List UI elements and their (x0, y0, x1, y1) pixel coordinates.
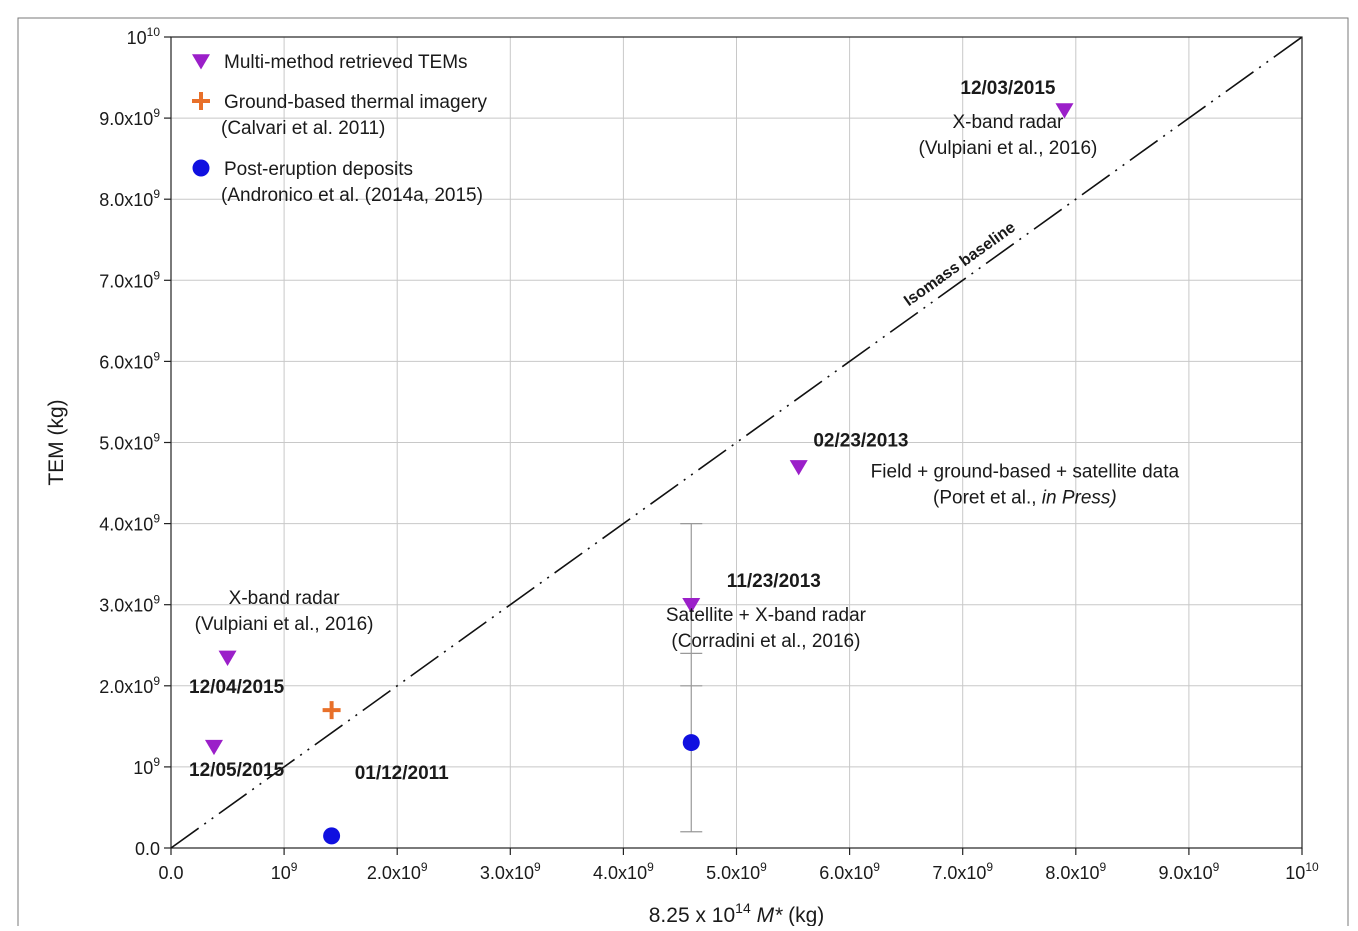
legend-marker (192, 159, 210, 177)
annotation: Field + ground-based + satellite data (Po… (871, 461, 1180, 508)
y-tick-label: 6.0x109 (99, 349, 160, 372)
series-2 (323, 734, 700, 845)
x-tick-label: 9.0x109 (1159, 860, 1220, 883)
y-tick-label: 9.0x109 (99, 106, 160, 129)
y-tick-label: 1010 (127, 25, 161, 48)
y-tick-label: 8.0x109 (99, 187, 160, 210)
annotation-text: Field + ground-based + satellite data (871, 461, 1180, 482)
data-point (682, 597, 701, 614)
legend: Multi-method retrieved TEMs Ground-based … (192, 52, 487, 206)
legend-label: Post-eruption deposits (224, 159, 413, 180)
y-tick-label: 0.0 (135, 839, 160, 859)
annotation-text: (Vulpiani et al., 2016) (919, 138, 1098, 159)
series-0 (204, 103, 1074, 756)
annotation-text: X-band radar (952, 112, 1064, 133)
legend-marker (192, 54, 210, 70)
annotation-text: (Corradini et al., 2016) (671, 631, 860, 652)
x-tick-label: 4.0x109 (593, 860, 654, 883)
legend-sublabel: (Calvari et al. 2011) (221, 118, 385, 139)
annotation: 11/23/2013 (727, 571, 821, 592)
annotation: X-band radar (Vulpiani et al., 2016) (195, 588, 374, 635)
figure-border (17, 17, 1349, 931)
series-1 (322, 701, 341, 720)
y-tick-label: 109 (133, 755, 160, 778)
annotation-text: X-band radar (229, 588, 341, 609)
annotation: 12/05/2015 (189, 760, 285, 781)
x-tick-label: 0.0 (158, 863, 183, 883)
data-point (1055, 103, 1074, 119)
data-point (323, 827, 341, 845)
data-point (322, 701, 341, 720)
y-tick-label: 3.0x109 (99, 593, 160, 616)
data-point (218, 650, 237, 666)
legend-marker (192, 92, 210, 110)
annotation: 12/04/2015 (189, 677, 285, 698)
y-tick-label: 5.0x109 (99, 431, 160, 454)
x-axis-title: 8.25 x 1014 M* (kg) (649, 900, 825, 926)
annotation: 02/23/2013 (813, 431, 908, 452)
annotation: 12/03/2015 X-band radar (Vulpiani et al., … (919, 78, 1098, 159)
legend-label: Ground-based thermal imagery (224, 92, 487, 113)
x-tick-label: 1010 (1285, 860, 1319, 883)
annotation-date: 11/23/2013 (727, 571, 821, 592)
x-tick-label: 5.0x109 (706, 860, 767, 883)
x-tick-label: 2.0x109 (367, 860, 428, 883)
annotation-date: 01/12/2011 (355, 763, 449, 784)
annotation-text: (Vulpiani et al., 2016) (195, 614, 374, 635)
annotation-text: Satellite + X-band radar (666, 605, 867, 626)
error-bar (680, 522, 703, 833)
y-tick-label: 7.0x109 (99, 268, 160, 291)
y-tick-label: 2.0x109 (99, 674, 160, 697)
x-tick-label: 8.0x109 (1045, 860, 1106, 883)
data-point (682, 734, 700, 752)
y-tick-label: 4.0x109 (99, 512, 160, 535)
annotation-date: 12/03/2015 (960, 78, 1056, 99)
y-axis-title: TEM (kg) (45, 399, 68, 485)
annotation-date: 02/23/2013 (813, 431, 908, 452)
annotation-date: 12/05/2015 (189, 760, 285, 781)
x-tick-label: 7.0x109 (932, 860, 993, 883)
data-point (204, 739, 223, 756)
data-point (789, 460, 808, 476)
annotation: 01/12/2011 (355, 763, 449, 784)
annotation-text: (Poret et al., in Press) (933, 487, 1117, 508)
legend-label: Multi-method retrieved TEMs (224, 52, 468, 73)
annotation: Satellite + X-band radar (Corradini et al… (666, 605, 867, 652)
legend-sublabel: (Andronico et al. (2014a, 2015) (221, 185, 483, 206)
annotation-date: 12/04/2015 (189, 677, 285, 698)
x-tick-label: 3.0x109 (480, 860, 541, 883)
x-tick-label: 6.0x109 (819, 860, 880, 883)
x-tick-label: 109 (271, 860, 298, 883)
